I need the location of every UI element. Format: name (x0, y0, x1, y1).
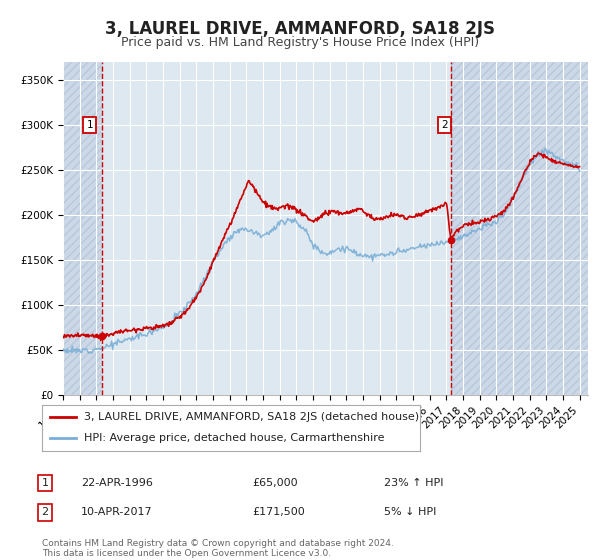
Text: 1: 1 (41, 478, 49, 488)
Bar (63, 62, 101, 395)
Text: 10-APR-2017: 10-APR-2017 (81, 507, 152, 517)
Bar (451, 62, 588, 395)
Bar (63, 62, 101, 395)
Text: £65,000: £65,000 (252, 478, 298, 488)
Text: 3, LAUREL DRIVE, AMMANFORD, SA18 2JS (detached house): 3, LAUREL DRIVE, AMMANFORD, SA18 2JS (de… (83, 412, 419, 422)
Text: 22-APR-1996: 22-APR-1996 (81, 478, 153, 488)
Text: HPI: Average price, detached house, Carmarthenshire: HPI: Average price, detached house, Carm… (83, 433, 384, 444)
Text: 3, LAUREL DRIVE, AMMANFORD, SA18 2JS: 3, LAUREL DRIVE, AMMANFORD, SA18 2JS (105, 20, 495, 38)
Text: 5% ↓ HPI: 5% ↓ HPI (384, 507, 436, 517)
Text: 23% ↑ HPI: 23% ↑ HPI (384, 478, 443, 488)
Text: Contains HM Land Registry data © Crown copyright and database right 2024.
This d: Contains HM Land Registry data © Crown c… (42, 539, 394, 558)
Bar (451, 62, 588, 395)
Text: 2: 2 (41, 507, 49, 517)
Text: 1: 1 (86, 120, 93, 129)
Text: £171,500: £171,500 (252, 507, 305, 517)
Text: 2: 2 (442, 120, 448, 129)
Text: Price paid vs. HM Land Registry's House Price Index (HPI): Price paid vs. HM Land Registry's House … (121, 36, 479, 49)
